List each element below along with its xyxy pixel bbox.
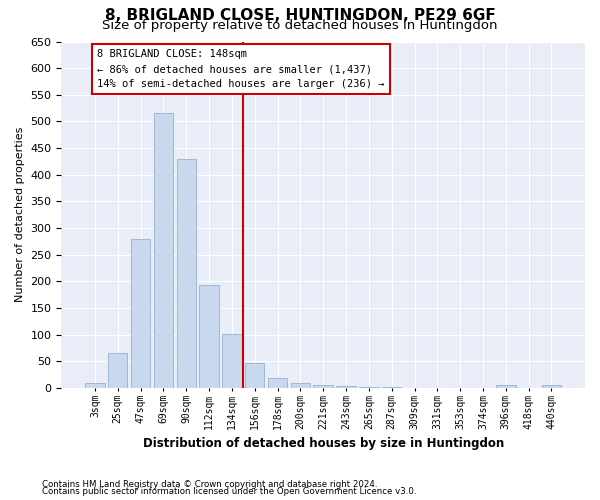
X-axis label: Distribution of detached houses by size in Huntingdon: Distribution of detached houses by size … <box>143 437 504 450</box>
Bar <box>542 385 561 388</box>
Bar <box>131 238 150 388</box>
Text: 8 BRIGLAND CLOSE: 148sqm
← 86% of detached houses are smaller (1,437)
14% of sem: 8 BRIGLAND CLOSE: 148sqm ← 86% of detach… <box>97 50 385 89</box>
Bar <box>222 334 242 388</box>
Bar <box>268 378 287 388</box>
Text: Contains HM Land Registry data © Crown copyright and database right 2024.: Contains HM Land Registry data © Crown c… <box>42 480 377 489</box>
Bar <box>245 364 265 388</box>
Bar <box>85 382 104 388</box>
Bar <box>313 385 333 388</box>
Text: Size of property relative to detached houses in Huntingdon: Size of property relative to detached ho… <box>102 19 498 32</box>
Bar <box>108 353 127 388</box>
Y-axis label: Number of detached properties: Number of detached properties <box>15 127 25 302</box>
Bar <box>176 158 196 388</box>
Text: 8, BRIGLAND CLOSE, HUNTINGDON, PE29 6GF: 8, BRIGLAND CLOSE, HUNTINGDON, PE29 6GF <box>104 8 496 22</box>
Bar <box>496 385 515 388</box>
Bar <box>154 114 173 388</box>
Bar <box>337 386 356 388</box>
Bar <box>290 382 310 388</box>
Text: Contains public sector information licensed under the Open Government Licence v3: Contains public sector information licen… <box>42 487 416 496</box>
Bar <box>199 285 219 388</box>
